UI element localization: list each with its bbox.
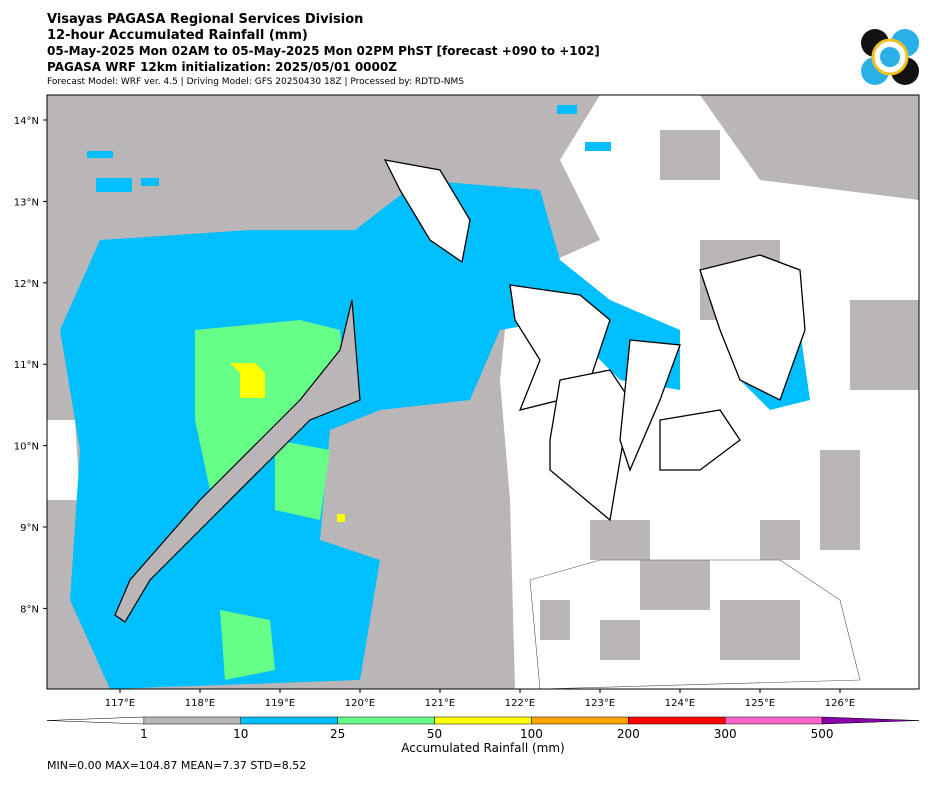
lon-tick-label: 124°E [665,698,695,709]
colorbar: 1 10 25 50 100 200 300 500 [46,716,920,741]
colorbar-tick-label: 1 [140,727,148,741]
title: Visayas PAGASA Regional Services Divisio… [47,12,363,27]
colorbar-label: Accumulated Rainfall (mm) [401,741,564,755]
lon-tick-label: 119°E [265,698,295,709]
lat-tick-label: 12°N [14,279,39,290]
lon-tick-label: 122°E [505,698,535,709]
lon-tick-label: 117°E [105,698,135,709]
colorbar-segment [46,716,145,725]
colorbar-segment [337,716,435,725]
lon-tick-label: 120°E [345,698,375,709]
lon-tick-label: 125°E [745,698,775,709]
stats: MIN=0.00 MAX=104.87 MEAN=7.37 STD=8.52 [47,759,306,772]
lon-tick-label: 118°E [185,698,215,709]
lat-tick-label: 9°N [20,523,39,534]
colorbar-tick-label: 200 [617,727,640,741]
lon-tick-label: 121°E [425,698,455,709]
period: 05-May-2025 Mon 02AM to 05-May-2025 Mon … [47,44,600,58]
lon-tick-label: 126°E [825,698,855,709]
colorbar-segment [724,716,823,725]
lon-tick-label: 123°E [585,698,615,709]
colorbar-segment [628,716,726,725]
colorbar-tick-label: 100 [520,727,543,741]
lat-tick-label: 14°N [14,116,39,127]
colorbar-tick-label: 500 [811,727,834,741]
lat-tick-label: 8°N [20,604,39,615]
lat-tick-label: 10°N [14,442,39,453]
colorbar-tick-label: 50 [427,727,442,741]
colorbar-segment [143,716,242,725]
colorbar-segment [240,716,338,725]
model-info: Forecast Model: WRF ver. 4.5 | Driving M… [47,77,464,87]
colorbar-tick-label: 10 [233,727,248,741]
colorbar-tick-label: 300 [714,727,737,741]
colorbar-tick-label: 25 [330,727,345,741]
map: 117°E 118°E 119°E 120°E 121°E 122°E 123°E 124°E… [14,94,920,709]
subtitle: 12-hour Accumulated Rainfall (mm) [47,28,308,43]
colorbar-segment [531,716,629,725]
colorbar-segment [434,716,532,725]
lat-tick-label: 11°N [14,360,39,371]
lat-tick-label: 13°N [14,197,39,208]
init: PAGASA WRF 12km initialization: 2025/05/… [47,60,397,74]
colorbar-segment [821,716,920,725]
logo [861,29,919,85]
